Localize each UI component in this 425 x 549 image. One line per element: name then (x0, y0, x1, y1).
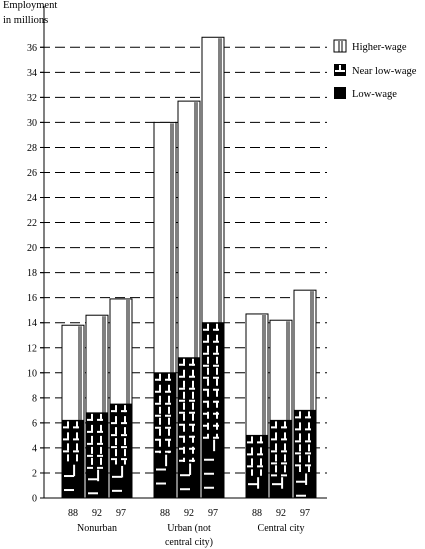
bar-segment-low-wage (109, 464, 133, 499)
x-tick-label: 92 (92, 508, 102, 519)
y-tick-label: 24 (27, 193, 37, 204)
bar-segment-low-wage (61, 463, 85, 499)
bar-segment-low-wage (153, 453, 177, 499)
y-axis-title: Employment in millions (3, 0, 57, 26)
bar-segment-near-low-wage (85, 412, 109, 470)
x-tick-label: 97 (208, 508, 218, 519)
bar-segment-low-wage (177, 462, 201, 499)
bar-segment-low-wage (245, 476, 269, 499)
y-tick-label: 28 (27, 143, 37, 154)
y-tick-label: 14 (27, 318, 37, 329)
swatch-box (333, 39, 347, 53)
bar-segment-near-low-wage (201, 322, 225, 440)
y-tick-label: 8 (32, 393, 37, 404)
bars (61, 36, 317, 499)
y-tick-label: 12 (27, 343, 37, 354)
group-label: Nonurban (77, 523, 117, 534)
legend-item: Near low-wage (334, 64, 417, 77)
legend-swatch (334, 87, 346, 99)
bar (245, 313, 269, 499)
y-tick-label: 18 (27, 268, 37, 279)
bar (177, 100, 201, 499)
y-axis-title-line: Employment (3, 0, 57, 11)
y-tick-label: 36 (27, 43, 37, 54)
y-tick-label: 34 (27, 68, 37, 79)
y-tick-label: 20 (27, 243, 37, 254)
bar-segment-near-low-wage (153, 372, 177, 455)
y-tick-label: 32 (27, 93, 37, 104)
y-tick-label: 30 (27, 118, 37, 129)
x-tick-label: 92 (276, 508, 286, 519)
bar-segment-near-low-wage (177, 357, 201, 464)
y-axis-title-line: in millions (3, 15, 48, 26)
y-tick-label: 26 (27, 168, 37, 179)
y-tick-label: 0 (32, 494, 37, 505)
legend: Higher-wage Near low-wage Low-wage (333, 39, 417, 100)
x-tick-label: 88 (160, 508, 170, 519)
legend-swatch (333, 39, 347, 53)
bar (85, 314, 109, 499)
legend-label: Near low-wage (352, 66, 417, 77)
x-tick-label: 88 (68, 508, 78, 519)
bar (109, 298, 133, 499)
y-tick-label: 6 (32, 418, 37, 429)
group-label: central city) (165, 537, 213, 548)
bar-segment-low-wage (269, 476, 293, 499)
legend-label: Low-wage (352, 89, 397, 100)
bar (293, 289, 317, 499)
y-tick-label: 2 (32, 468, 37, 479)
x-tick-label: 92 (184, 508, 194, 519)
x-tick-label: 97 (116, 508, 126, 519)
y-tick-label: 10 (27, 368, 37, 379)
legend-item: Higher-wage (333, 39, 407, 53)
legend-label: Higher-wage (352, 42, 407, 53)
swatch-box (334, 87, 346, 99)
bar (269, 319, 293, 499)
group-label: Central city (258, 523, 305, 534)
x-tick-label: 97 (300, 508, 310, 519)
bar (153, 121, 177, 499)
bar-segment-low-wage (293, 472, 317, 499)
bar-segment-low-wage (201, 438, 225, 499)
y-tick-label: 22 (27, 218, 37, 229)
bar-segment-near-low-wage (269, 419, 293, 478)
y-tick-label: 4 (32, 443, 37, 454)
bar (201, 36, 225, 499)
group-label: Urban (not (167, 523, 211, 534)
legend-swatch (334, 64, 346, 76)
bar (61, 324, 85, 499)
legend-item: Low-wage (334, 87, 397, 100)
y-tick-label: 16 (27, 293, 37, 304)
x-tick-label: 88 (252, 508, 262, 519)
x-axis-labels: 88 92 97 Nonurban 88 92 97 Urban (not central ci… (68, 508, 310, 548)
